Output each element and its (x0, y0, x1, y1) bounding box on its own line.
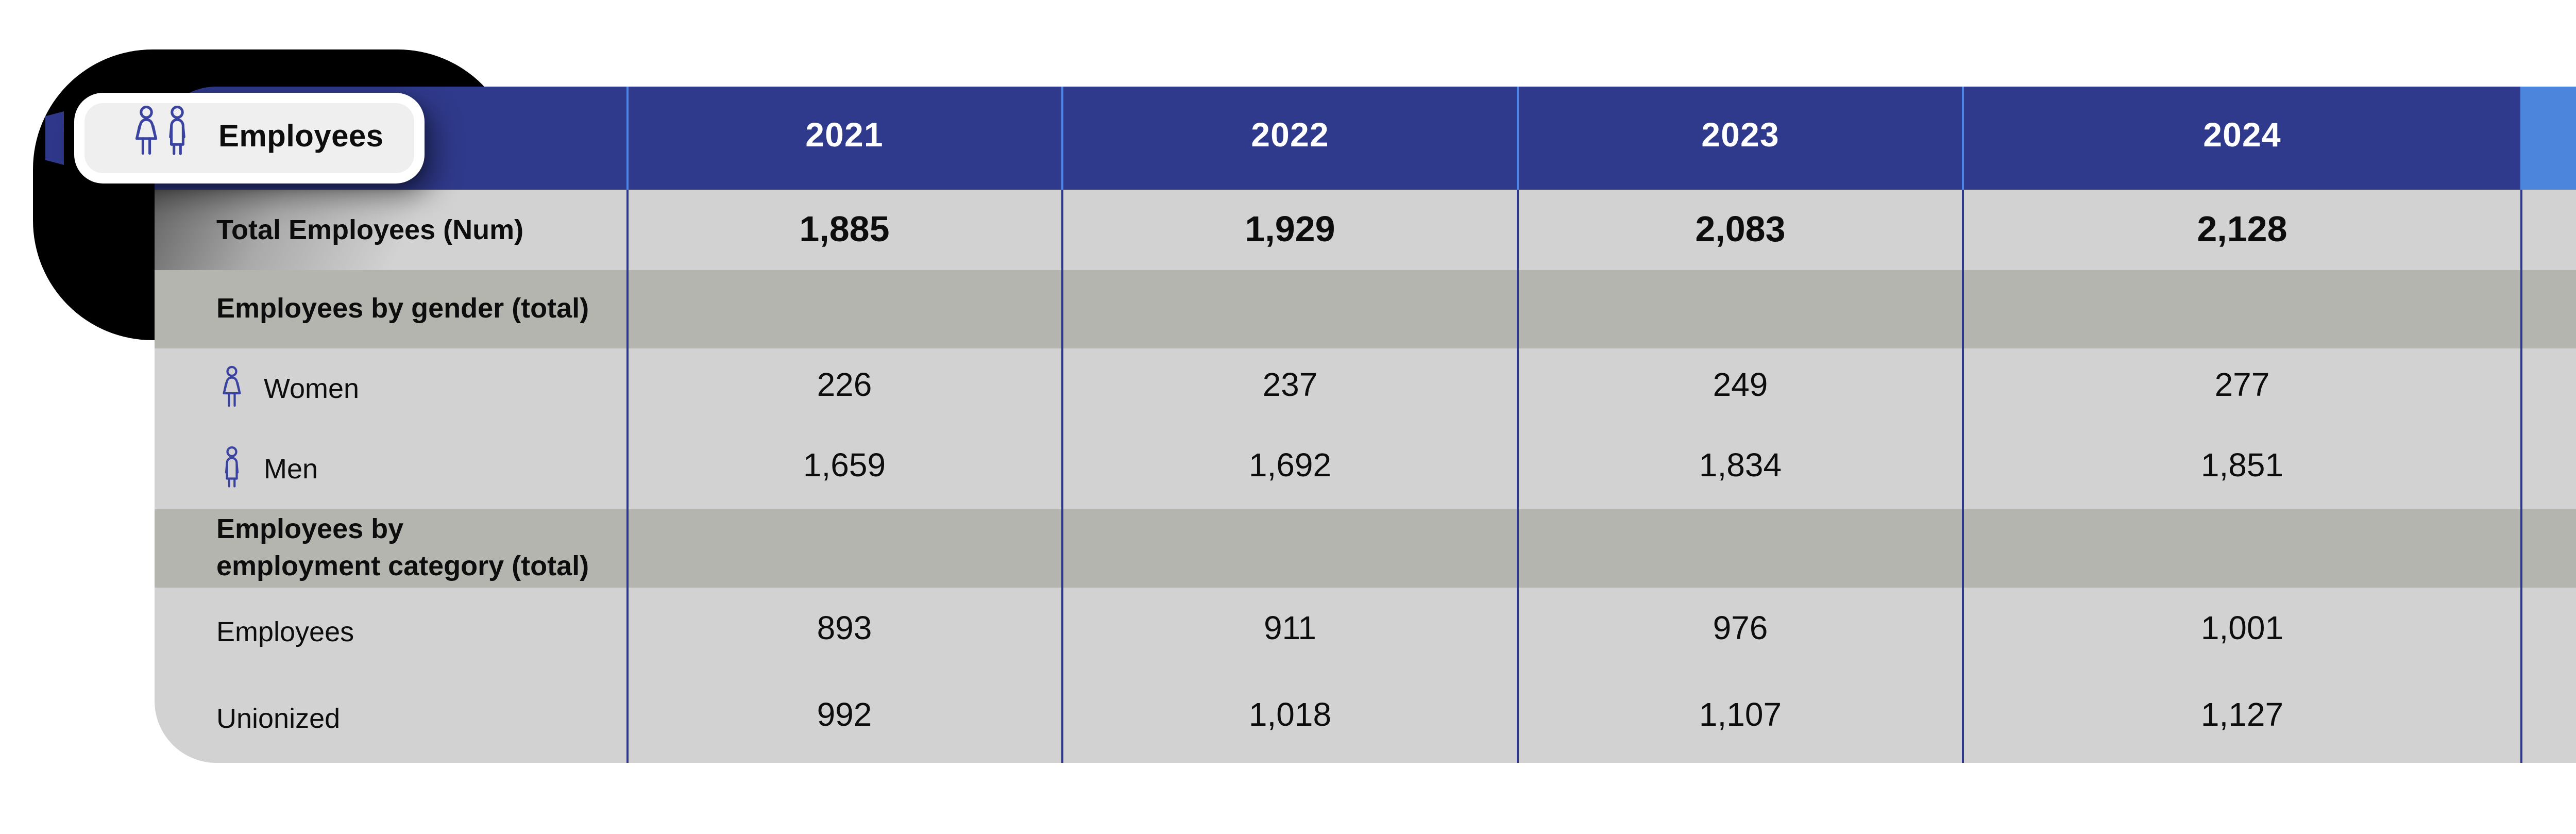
value-cell: 1,692 (1061, 428, 1517, 508)
variation-cell: 2.3% (2520, 189, 2576, 270)
row-label: Men (264, 453, 318, 484)
header-year-2024: 2024 (1962, 87, 2520, 189)
header-year-2022: 2022 (1061, 87, 1517, 189)
data-row: Women 22623724927711.2% (155, 348, 2576, 428)
value-cell: 1,834 (1517, 428, 1962, 508)
value-cell: 1,001 (1962, 588, 2520, 674)
value-cell: 1,929 (1061, 189, 1517, 270)
row-label: Total Employees (Num) (216, 214, 524, 245)
value-cell: 1,107 (1517, 674, 1962, 762)
woman-icon (128, 103, 165, 173)
variation-cell (2520, 508, 2576, 588)
employees-table: 2021 2022 2023 2024 Variation % 2024 vs … (155, 87, 2576, 762)
value-cell: 2,128 (1962, 189, 2520, 270)
header-year-2023: 2023 (1517, 87, 1962, 189)
variation-cell (2520, 270, 2576, 348)
value-cell (1962, 270, 2520, 348)
value-cell (1517, 508, 1962, 588)
value-cell (1517, 270, 1962, 348)
variation-cell: 1.8% (2520, 674, 2576, 762)
value-cell: 893 (625, 588, 1061, 674)
row-label-cell: Employees by gender (total) (155, 270, 625, 348)
value-cell: 277 (1962, 348, 2520, 428)
row-label: Unionized (216, 703, 341, 733)
value-cell (625, 508, 1061, 588)
row-label-cell: Women (155, 348, 625, 428)
row-label-cell: Unionized (155, 674, 625, 762)
table-body: Total Employees (Num) 1,885 1,929 2,083 2,12… (155, 189, 2576, 762)
value-cell: 1,659 (625, 428, 1061, 508)
value-cell (1061, 508, 1517, 588)
employees-badge: Employees (74, 93, 425, 182)
value-cell: 992 (625, 674, 1061, 762)
data-row: Total Employees (Num) 1,885 1,929 2,083 2,12… (155, 189, 2576, 270)
value-cell: 226 (625, 348, 1061, 428)
man-icon (216, 443, 247, 494)
table-header-row: 2021 2022 2023 2024 Variation % 2024 vs … (155, 87, 2576, 189)
value-cell: 976 (1517, 588, 1962, 674)
row-label: Employees by employment category (total) (216, 513, 589, 581)
variation-cell: 2.6% (2520, 588, 2576, 674)
section-row: Employees by employment category (total) (155, 508, 2576, 588)
value-cell: 249 (1517, 348, 1962, 428)
variation-cell: 0.92% (2520, 428, 2576, 508)
value-cell: 1,018 (1061, 674, 1517, 762)
value-cell: 237 (1061, 348, 1517, 428)
woman-icon (216, 363, 247, 414)
man-icon (159, 103, 196, 173)
value-cell: 1,851 (1962, 428, 2520, 508)
badge-label: Employees (218, 120, 384, 155)
badge-panel: Employees (84, 103, 414, 172)
row-label-cell: Men (155, 428, 625, 508)
value-cell (625, 270, 1061, 348)
value-cell: 1,885 (625, 189, 1061, 270)
ribbon-fold (44, 111, 64, 165)
row-label-cell: Total Employees (Num) (155, 189, 625, 270)
row-label-cell: Employees by employment category (total) (155, 508, 625, 588)
value-cell (1061, 270, 1517, 348)
value-cell: 2,083 (1517, 189, 1962, 270)
header-year-2021: 2021 (625, 87, 1061, 189)
header-variation-cell: Variation % 2024 vs 2023 (2520, 87, 2576, 189)
value-cell: 911 (1061, 588, 1517, 674)
row-label-cell: Employees (155, 588, 625, 674)
badge-icons (128, 103, 196, 173)
value-cell: 1,127 (1962, 674, 2520, 762)
section-row: Employees by gender (total) (155, 270, 2576, 348)
row-label: Employees by gender (total) (216, 293, 589, 324)
row-label: Employees (216, 615, 354, 646)
variation-cell: 11.2% (2520, 348, 2576, 428)
value-cell (1962, 508, 2520, 588)
row-label: Women (264, 373, 360, 404)
